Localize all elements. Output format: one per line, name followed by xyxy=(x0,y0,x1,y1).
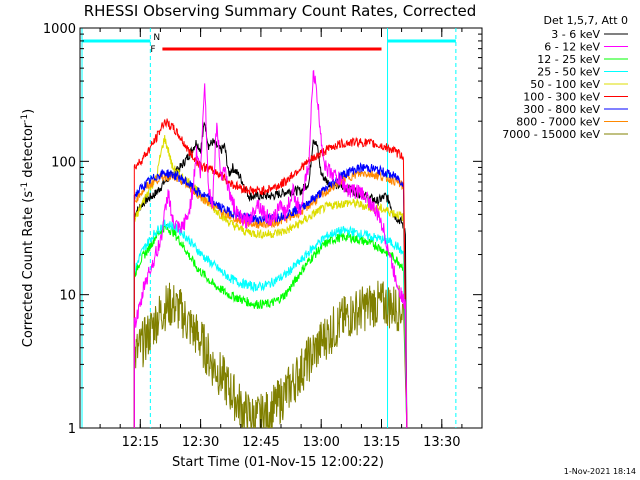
x-tick-label: 13:00 xyxy=(302,435,339,450)
x-tick-label: 12:30 xyxy=(182,435,219,450)
footer-timestamp: 1-Nov-2021 18:14 xyxy=(564,467,636,476)
series-layer xyxy=(133,69,408,428)
legend-label: 50 - 100 keV xyxy=(530,78,600,91)
legend-label: 25 - 50 keV xyxy=(537,66,600,79)
y-axis-label-sup2: -1 xyxy=(20,114,30,123)
legend-label: 100 - 300 keV xyxy=(523,91,600,104)
observing-overlays: NF xyxy=(81,28,457,428)
x-tick-label: 12:45 xyxy=(242,435,279,450)
y-axis-label: Corrected Count Rate (s-1 detector-1) xyxy=(20,109,36,347)
y-tick-label: 10 xyxy=(59,289,76,304)
series-line-1 xyxy=(133,69,408,428)
y-axis: 1 10 100 1000 xyxy=(43,22,482,437)
legend-label: 12 - 25 keV xyxy=(537,53,600,66)
legend-label: 7000 - 15000 keV xyxy=(502,128,600,141)
y-tick-label: 1000 xyxy=(43,22,76,37)
y-axis-label-main: Corrected Count Rate (s xyxy=(21,191,36,348)
series-line-3 xyxy=(133,219,408,428)
legend-label: 300 - 800 keV xyxy=(523,103,600,116)
legend-label: 3 - 6 keV xyxy=(551,28,600,41)
x-axis-label: Start Time (01-Nov-15 12:00:22) xyxy=(172,455,384,470)
series-line-2 xyxy=(133,224,408,428)
series-line-4 xyxy=(133,134,408,428)
plot-frame xyxy=(79,27,483,429)
y-tick-label: 100 xyxy=(51,155,76,170)
legend-label: 800 - 7000 keV xyxy=(516,116,600,129)
flare-label: F xyxy=(150,45,155,55)
x-tick-label: 12:15 xyxy=(122,435,159,450)
x-tick-label: 13:15 xyxy=(363,435,400,450)
y-axis-label-sup1: -1 xyxy=(20,182,30,191)
y-axis-label-mid: detector xyxy=(21,122,36,182)
legend-label: 6 - 12 keV xyxy=(544,41,600,54)
series-line-8 xyxy=(133,280,408,428)
night-label: N xyxy=(153,33,160,43)
x-axis: 12:15 12:30 12:45 13:00 13:15 13:30 xyxy=(99,28,463,450)
legend-header: Det 1,5,7, Att 0 xyxy=(544,14,628,27)
chart-title: RHESSI Observing Summary Count Rates, Co… xyxy=(84,2,477,20)
x-tick-label: 13:30 xyxy=(423,435,460,450)
y-axis-label-end: ) xyxy=(21,109,36,114)
y-tick-label: 1 xyxy=(68,422,76,437)
series-line-5 xyxy=(133,118,408,428)
series-line-6 xyxy=(133,161,408,428)
series-line-7 xyxy=(133,169,408,428)
